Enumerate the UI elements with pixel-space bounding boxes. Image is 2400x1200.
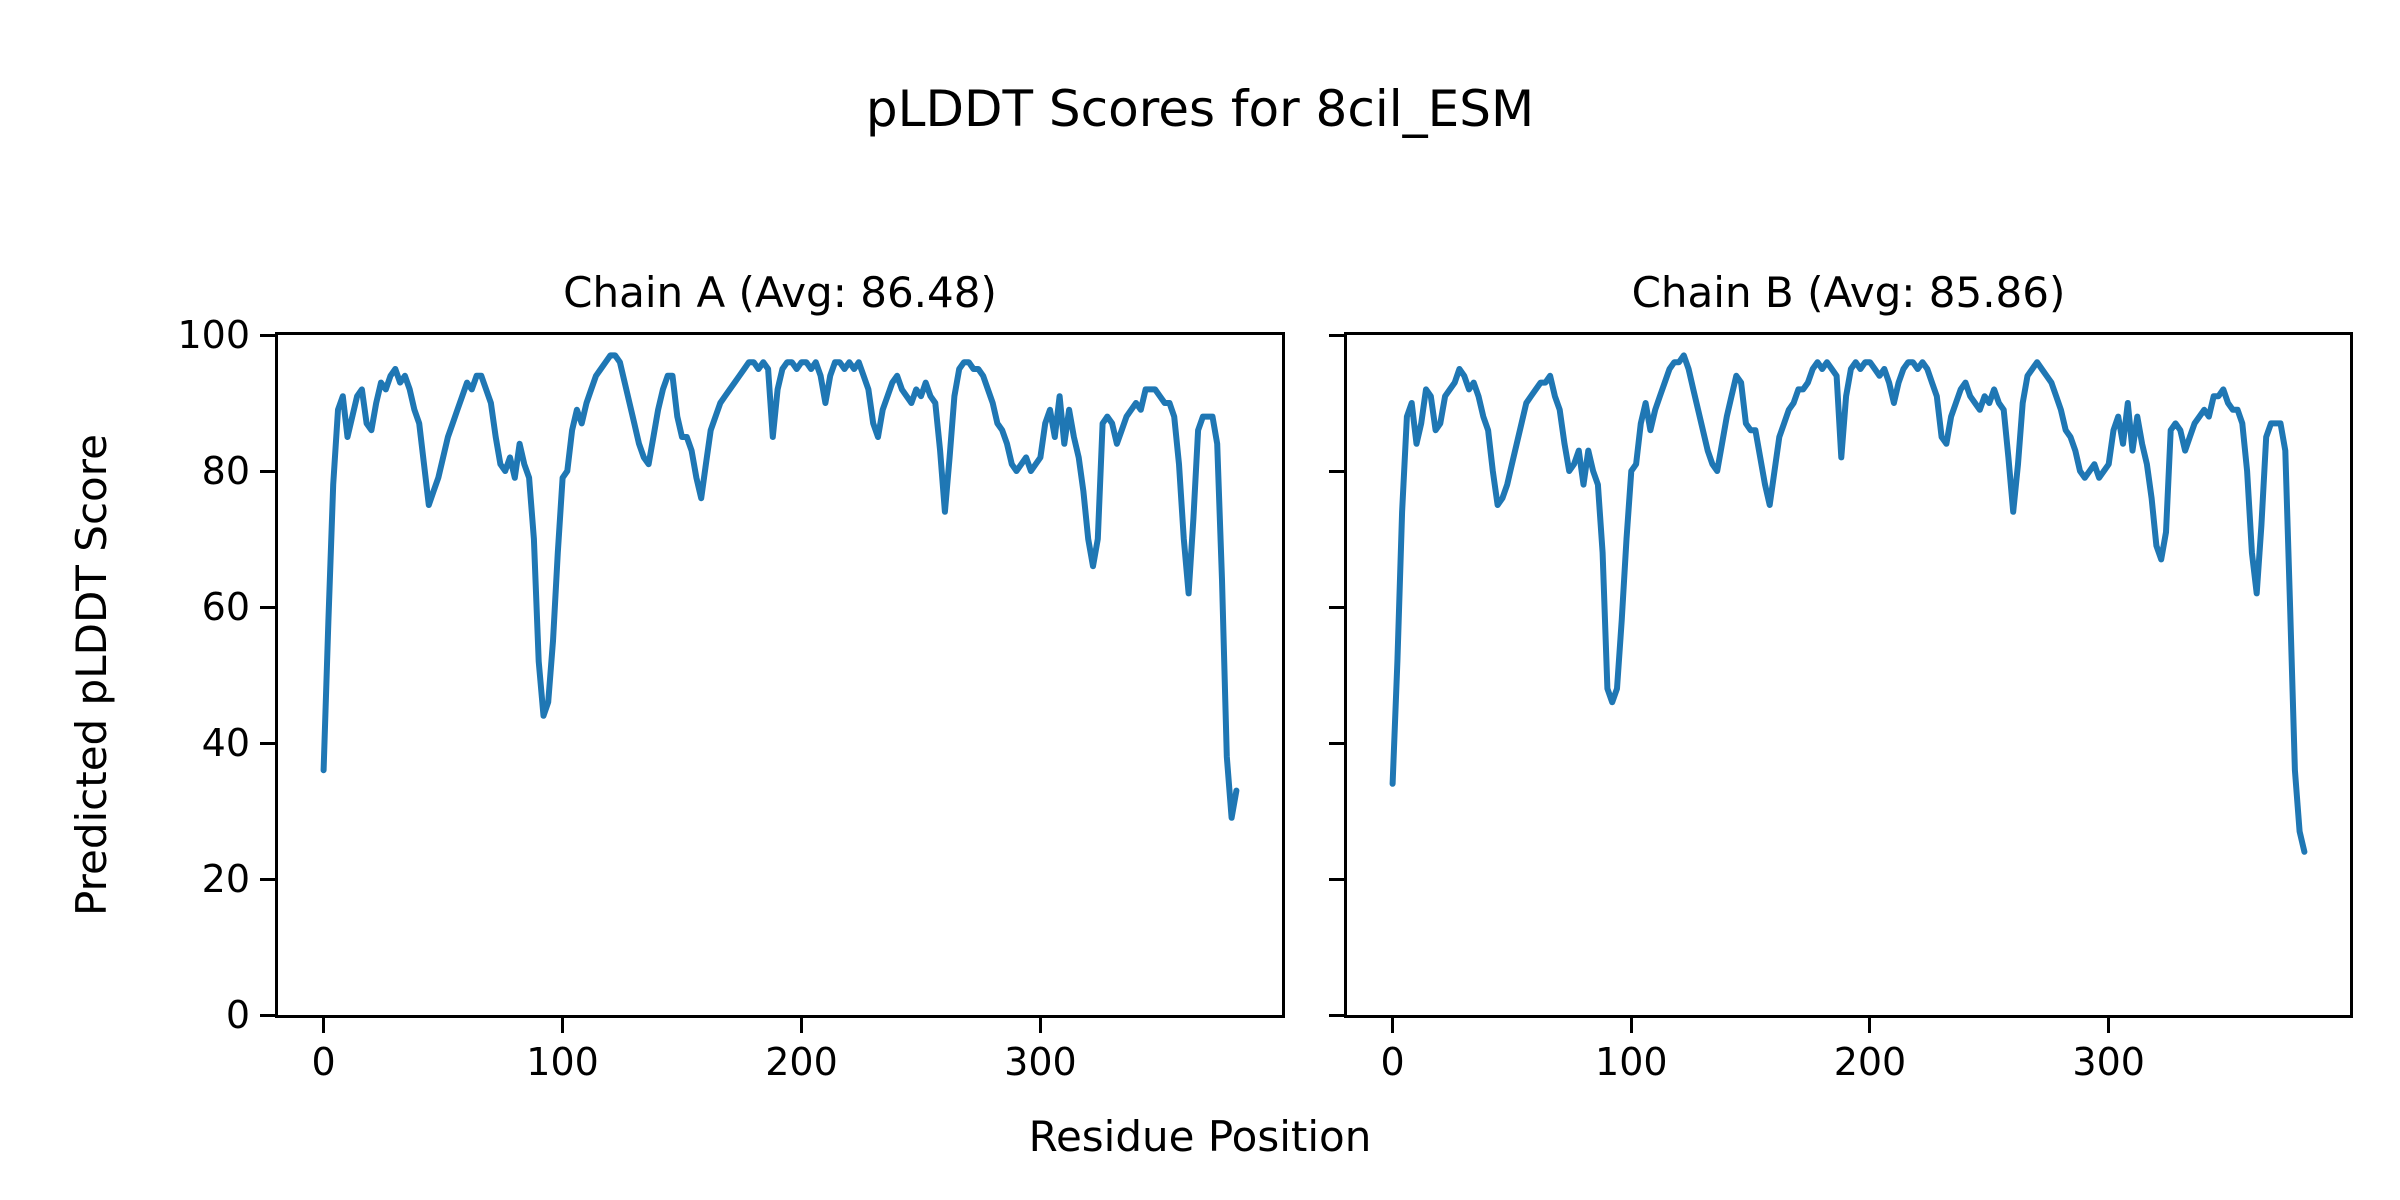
y-tick-label: 20 bbox=[201, 857, 250, 901]
y-tick-mark bbox=[1329, 469, 1344, 473]
y-tick-mark bbox=[260, 469, 275, 473]
y-tick-mark bbox=[1329, 333, 1344, 337]
x-tick-label: 200 bbox=[765, 1040, 838, 1084]
y-tick-mark bbox=[260, 605, 275, 609]
x-tick-mark bbox=[1038, 1018, 1042, 1033]
y-tick-mark bbox=[1329, 1013, 1344, 1017]
figure-title: pLDDT Scores for 8cil_ESM bbox=[865, 80, 1535, 138]
x-tick-mark bbox=[1629, 1018, 1633, 1033]
y-tick-mark bbox=[260, 333, 275, 337]
y-tick-label: 60 bbox=[201, 585, 250, 629]
y-tick-mark bbox=[260, 741, 275, 745]
y-tick-mark bbox=[1329, 741, 1344, 745]
x-tick-mark bbox=[1868, 1018, 1872, 1033]
x-tick-label: 0 bbox=[311, 1040, 336, 1084]
x-tick-mark bbox=[800, 1018, 803, 1033]
y-axis-label: Predicted pLDDT Score bbox=[67, 434, 116, 916]
chain-b-line-chart bbox=[1389, 352, 2308, 855]
x-tick-label: 300 bbox=[2072, 1040, 2145, 1084]
x-axis-label: Residue Position bbox=[1028, 1112, 1372, 1161]
y-tick-label: 0 bbox=[225, 993, 250, 1037]
chain-a-plddt-line bbox=[320, 352, 1240, 821]
x-tick-label: 300 bbox=[1004, 1040, 1077, 1084]
chain-b-plddt-line bbox=[1389, 352, 2308, 855]
y-tick-mark bbox=[1329, 877, 1344, 881]
x-tick-mark bbox=[322, 1018, 326, 1033]
x-tick-label: 0 bbox=[1380, 1040, 1405, 1084]
chain-b-axes bbox=[1344, 332, 2353, 1018]
y-tick-mark bbox=[1329, 605, 1344, 609]
x-tick-mark bbox=[1391, 1018, 1395, 1033]
x-tick-label: 100 bbox=[1595, 1040, 1668, 1084]
x-tick-label: 200 bbox=[1833, 1040, 1907, 1084]
y-tick-label: 40 bbox=[201, 721, 250, 765]
x-tick-label: 100 bbox=[526, 1040, 599, 1084]
y-tick-label: 80 bbox=[201, 449, 250, 493]
y-tick-label: 100 bbox=[177, 313, 250, 357]
y-tick-mark bbox=[260, 1013, 275, 1017]
x-tick-mark bbox=[561, 1018, 565, 1033]
chain-a-title: Chain A (Avg: 86.48) bbox=[563, 268, 997, 317]
chain-a-axes bbox=[275, 332, 1285, 1018]
x-tick-mark bbox=[2107, 1018, 2111, 1033]
chain-b-title: Chain B (Avg: 85.86) bbox=[1631, 268, 2066, 317]
chain-a-line-chart bbox=[320, 352, 1240, 821]
y-tick-mark bbox=[260, 877, 275, 881]
